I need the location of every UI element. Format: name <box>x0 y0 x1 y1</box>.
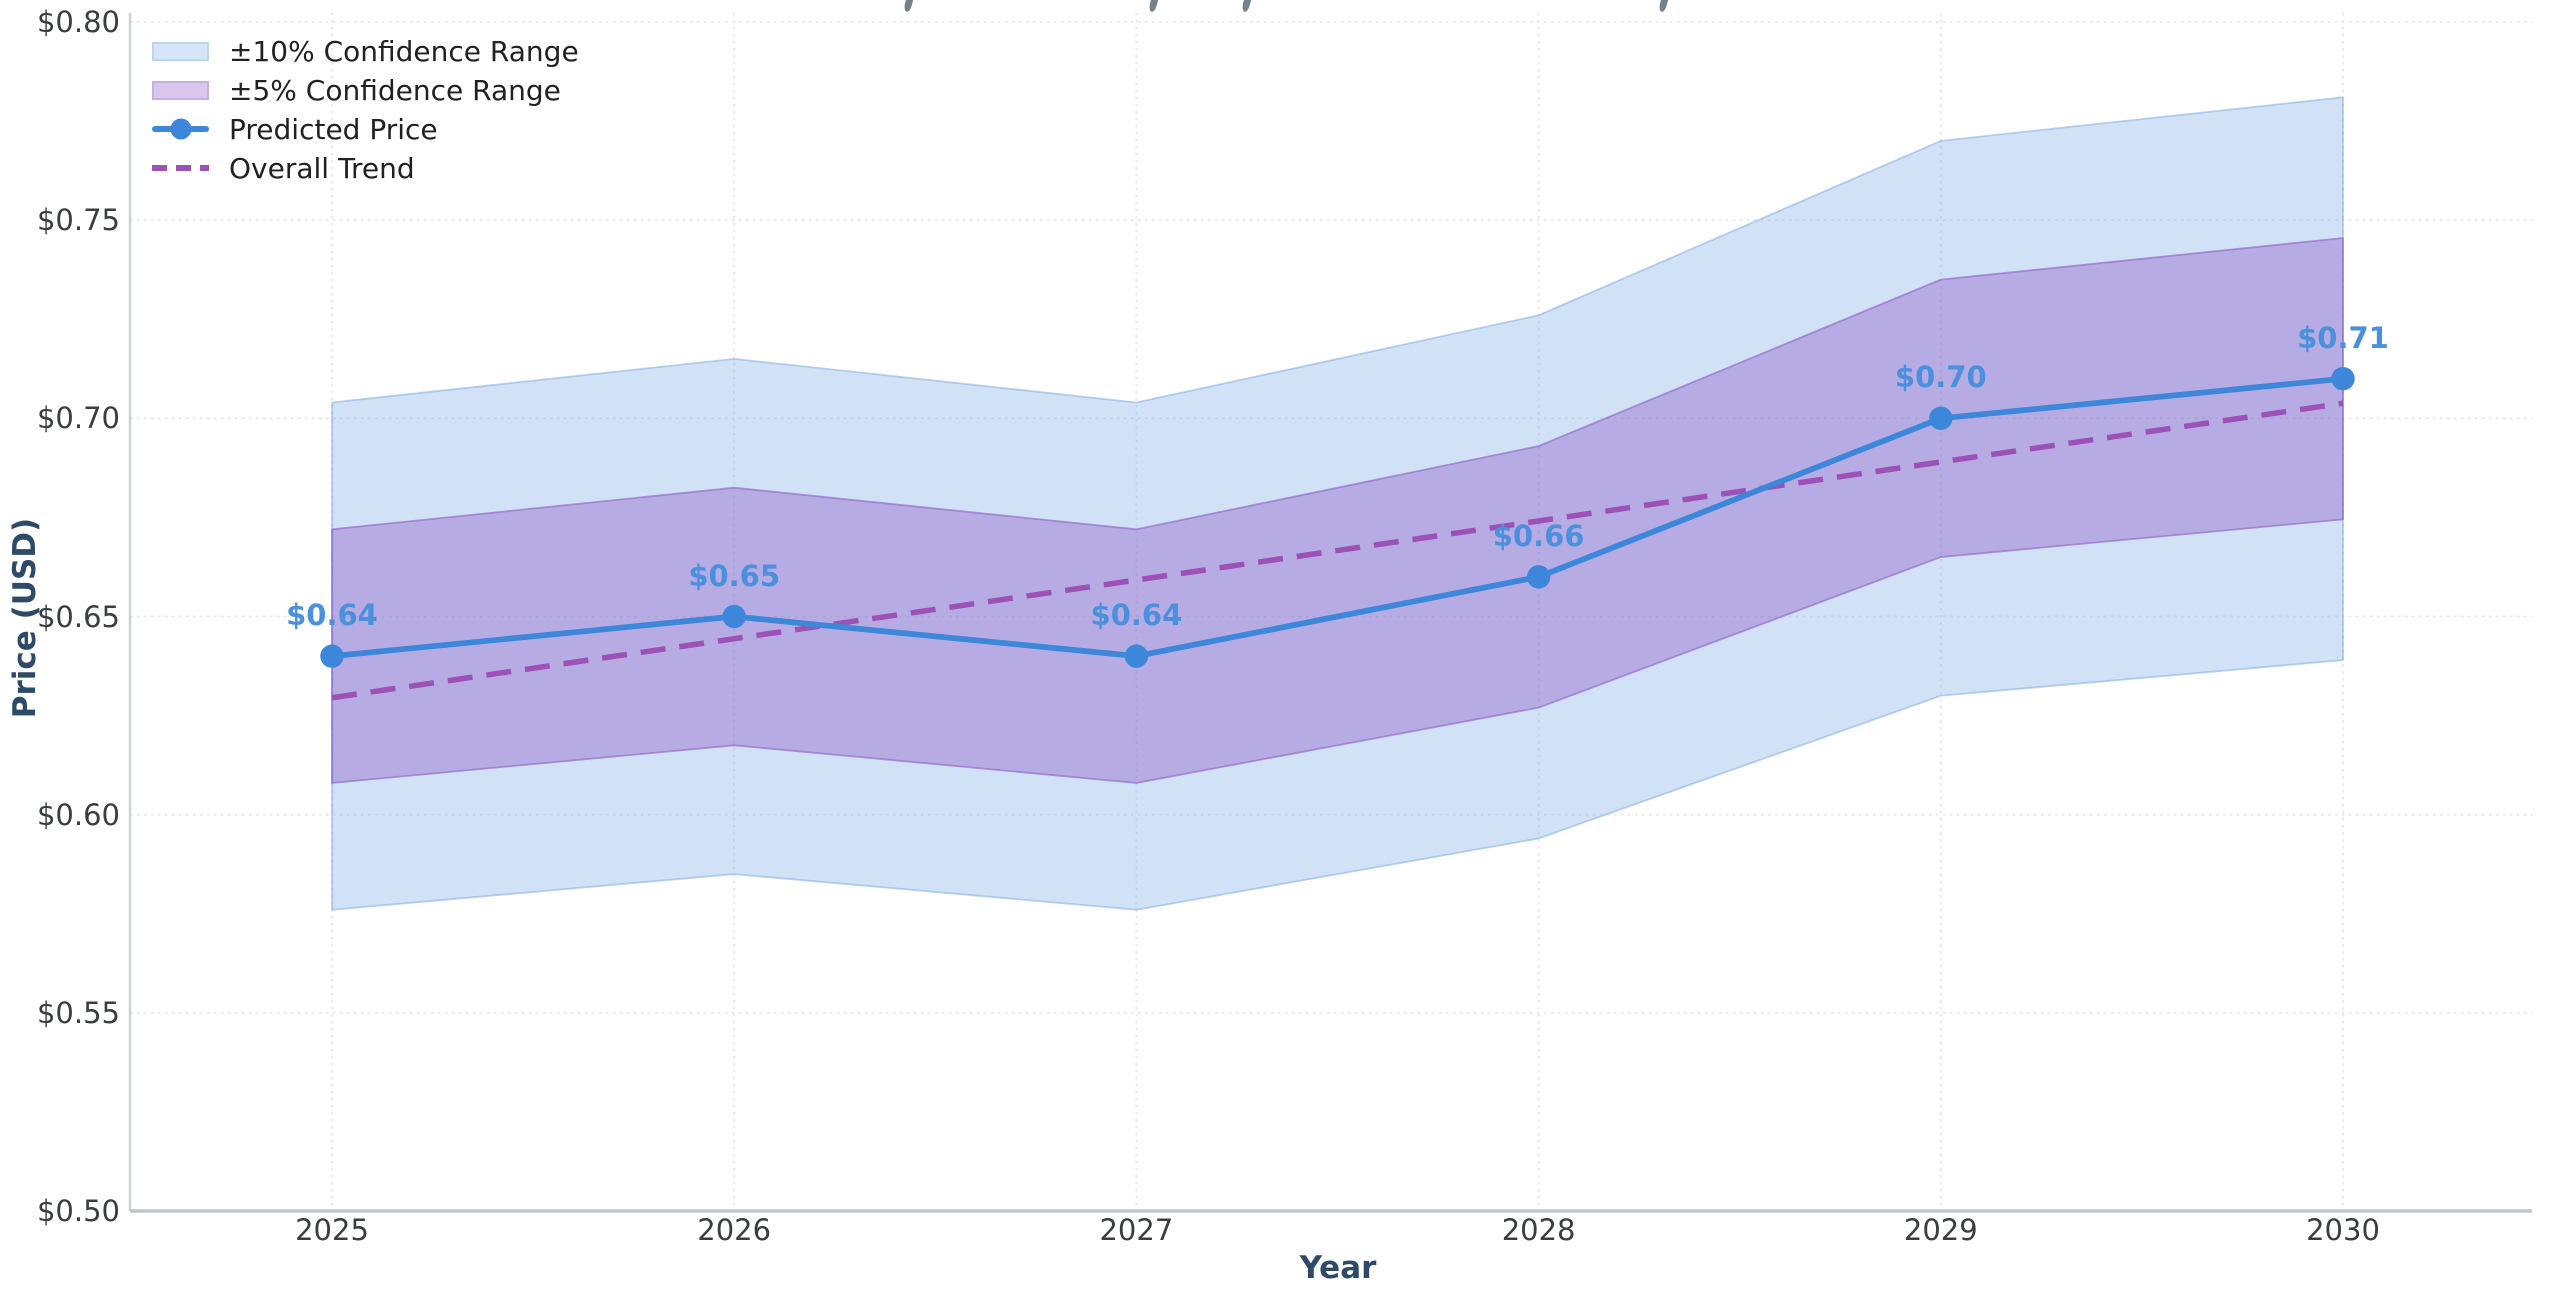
y-tick-label: $0.50 <box>36 1194 120 1228</box>
legend-item: Overall Trend <box>152 151 579 185</box>
legend-item-label: Overall Trend <box>229 151 415 185</box>
legend-item-label: ±5% Confidence Range <box>229 73 561 107</box>
data-point-value-label: $0.66 <box>1492 518 1585 553</box>
data-point-marker <box>722 604 746 629</box>
y-tick-label: $0.75 <box>36 203 120 238</box>
predicted-price-line <box>329 375 2346 659</box>
x-tick-label: 2026 <box>697 1213 772 1247</box>
y-axis-title: Price (USD) <box>7 517 43 719</box>
legend-item: ±10% Confidence Range <box>152 34 579 68</box>
legend-item-label: ±10% Confidence Range <box>229 34 579 68</box>
data-point-value-label: $0.64 <box>286 598 378 633</box>
line-marker-icon <box>152 118 209 140</box>
x-tick-label: 2030 <box>2306 1213 2380 1247</box>
data-point-value-label: $0.70 <box>1894 360 1987 395</box>
marker-dot-icon <box>170 118 191 140</box>
x-axis-title: Year <box>1299 1250 1377 1286</box>
data-point-marker <box>320 644 344 668</box>
patch-icon <box>152 41 209 61</box>
dashed-line-icon <box>152 165 209 171</box>
overall-trend-line <box>331 400 2344 701</box>
data-point-marker <box>2331 367 2355 391</box>
data-point-marker <box>1124 644 1149 668</box>
legend-item: Predicted Price <box>152 112 579 146</box>
data-point-value-label: $0.65 <box>688 558 781 593</box>
confidence-band-10pct <box>331 96 2344 911</box>
data-point-marker <box>1929 406 1953 431</box>
y-tick-label: $0.60 <box>36 797 120 832</box>
x-tick-label: 2025 <box>295 1213 369 1247</box>
legend-patch-swatch <box>152 41 209 61</box>
legend-patch-swatch <box>152 80 209 100</box>
data-point-value-label: $0.71 <box>2297 320 2389 355</box>
legend-line-marker-swatch <box>152 118 209 140</box>
legend-item: ±5% Confidence Range <box>152 73 579 107</box>
x-tick-label: 2029 <box>1903 1213 1978 1247</box>
legend-item-label: Predicted Price <box>229 112 438 146</box>
y-tick-label: $0.65 <box>36 599 120 634</box>
legend: ±10% Confidence Range ±5% Confidence Rang… <box>152 34 579 185</box>
patch-icon <box>152 80 209 100</box>
y-tick-label: $0.80 <box>36 5 120 39</box>
x-tick-label: 2028 <box>1501 1213 1576 1247</box>
legend-dashed-swatch <box>152 165 209 171</box>
data-point-value-label: $0.64 <box>1090 598 1183 633</box>
y-tick-label: $0.70 <box>36 401 120 436</box>
y-tick-label: $0.55 <box>36 995 120 1030</box>
data-point-marker <box>1526 565 1551 589</box>
x-tick-label: 2027 <box>1099 1213 1174 1247</box>
confidence-band-5pct <box>331 237 2344 784</box>
